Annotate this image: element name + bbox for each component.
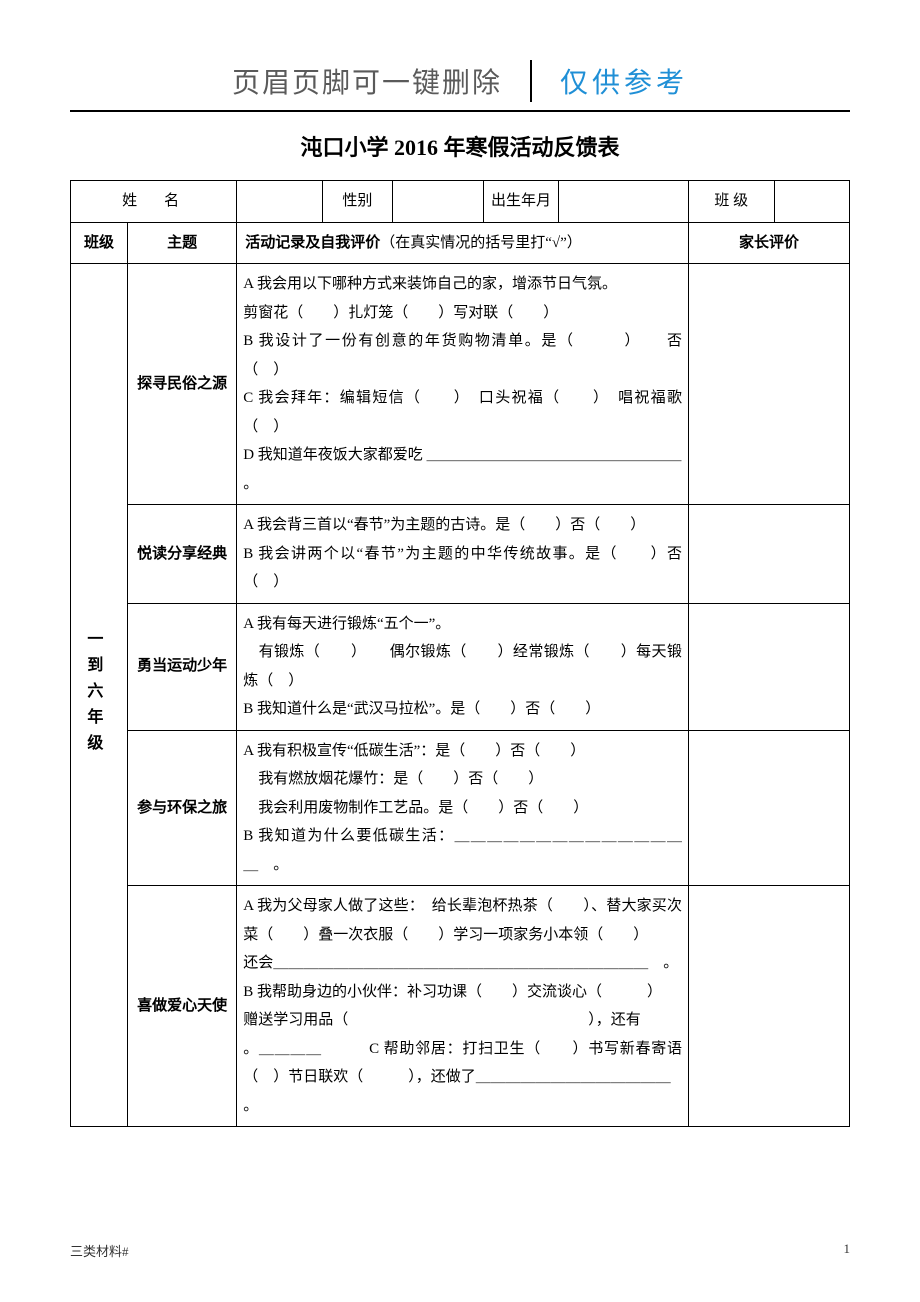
- parent-eval-1[interactable]: [688, 505, 849, 604]
- theme-content-3[interactable]: A 我有积极宣传“低碳生活”：是（ ）否（ ） 我有燃放烟花爆竹：是（ ）否（ …: [237, 730, 689, 886]
- theme-name-4: 喜做爱心天使: [128, 886, 237, 1127]
- activity-header-label: 活动记录及自我评价: [245, 235, 380, 251]
- feedback-table: 姓 名 性别 出生年月 班 级 班级 主题 活动记录及自我评价（在真实情况的括号…: [70, 180, 850, 1127]
- header-divider: [530, 60, 532, 102]
- activity-header-hint: （在真实情况的括号里打“√”）: [380, 235, 582, 251]
- section-header-row: 班级 主题 活动记录及自我评价（在真实情况的括号里打“√”） 家长评价: [71, 222, 850, 264]
- theme-name-0: 探寻民俗之源: [128, 264, 237, 505]
- footer-page-number: 1: [844, 1241, 851, 1260]
- page-header: 页眉页脚可一键删除 仅供参考: [70, 60, 850, 112]
- grade-span-cell: 一到六年级: [71, 264, 128, 1127]
- theme-header: 主题: [128, 222, 237, 264]
- theme-row-4: 喜做爱心天使 A 我为父母家人做了这些： 给长辈泡杯热茶（ ）、替大家买次菜（ …: [71, 886, 850, 1127]
- header-left-text: 页眉页脚可一键删除: [232, 61, 502, 101]
- page-footer: 三类材料# 1: [70, 1241, 850, 1260]
- theme-name-2: 勇当运动少年: [128, 603, 237, 730]
- theme-content-1[interactable]: A 我会背三首以“春节”为主题的古诗。是（ ）否（ ） B 我会讲两个以“春节”…: [237, 505, 689, 604]
- footer-left: 三类材料#: [70, 1241, 129, 1260]
- parent-eval-0[interactable]: [688, 264, 849, 505]
- header-right-text: 仅供参考: [560, 61, 688, 101]
- parent-eval-3[interactable]: [688, 730, 849, 886]
- parent-eval-4[interactable]: [688, 886, 849, 1127]
- class-value[interactable]: [774, 181, 849, 223]
- theme-content-0[interactable]: A 我会用以下哪种方式来装饰自己的家，增添节日气氛。 剪窗花（ ）扎灯笼（ ）写…: [237, 264, 689, 505]
- parent-eval-header: 家长评价: [688, 222, 849, 264]
- birth-value[interactable]: [559, 181, 689, 223]
- theme-row-2: 勇当运动少年 A 我有每天进行锻炼“五个一”。 有锻炼（ ） 偶尔锻炼（ ）经常…: [71, 603, 850, 730]
- theme-content-4[interactable]: A 我为父母家人做了这些： 给长辈泡杯热茶（ ）、替大家买次菜（ ）叠一次衣服（…: [237, 886, 689, 1127]
- student-info-row: 姓 名 性别 出生年月 班 级: [71, 181, 850, 223]
- class-label: 班 级: [688, 181, 774, 223]
- theme-row-3: 参与环保之旅 A 我有积极宣传“低碳生活”：是（ ）否（ ） 我有燃放烟花爆竹：…: [71, 730, 850, 886]
- grade-span-text: 一到六年级: [77, 630, 107, 760]
- sex-label: 性别: [322, 181, 392, 223]
- theme-content-2[interactable]: A 我有每天进行锻炼“五个一”。 有锻炼（ ） 偶尔锻炼（ ）经常锻炼（ ）每天…: [237, 603, 689, 730]
- activity-header: 活动记录及自我评价（在真实情况的括号里打“√”）: [237, 222, 689, 264]
- grade-header: 班级: [71, 222, 128, 264]
- sex-value[interactable]: [392, 181, 483, 223]
- birth-label: 出生年月: [483, 181, 558, 223]
- name-value[interactable]: [237, 181, 323, 223]
- parent-eval-2[interactable]: [688, 603, 849, 730]
- theme-name-3: 参与环保之旅: [128, 730, 237, 886]
- theme-row-1: 悦读分享经典 A 我会背三首以“春节”为主题的古诗。是（ ）否（ ） B 我会讲…: [71, 505, 850, 604]
- theme-name-1: 悦读分享经典: [128, 505, 237, 604]
- name-label: 姓 名: [71, 181, 237, 223]
- document-title: 沌口小学 2016 年寒假活动反馈表: [70, 130, 850, 162]
- theme-row-0: 一到六年级 探寻民俗之源 A 我会用以下哪种方式来装饰自己的家，增添节日气氛。 …: [71, 264, 850, 505]
